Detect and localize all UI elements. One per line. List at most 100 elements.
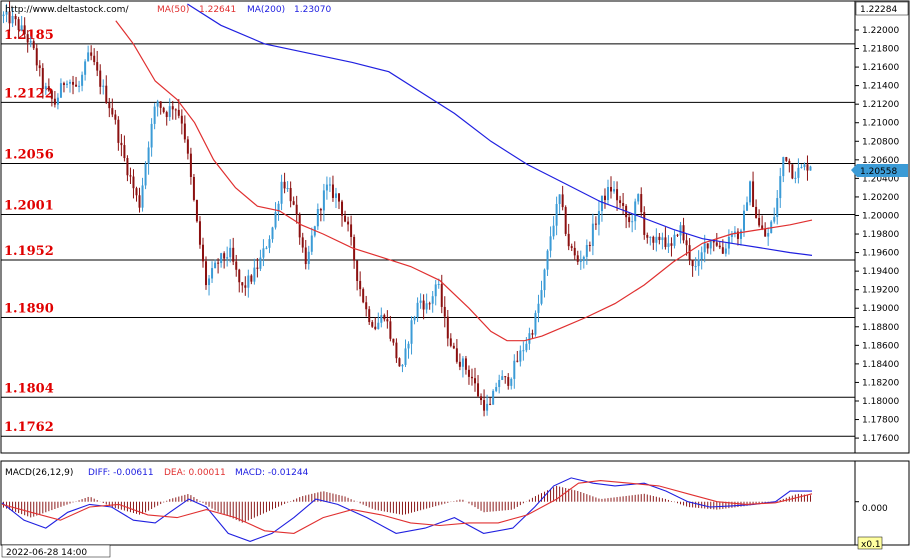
candle-body: [168, 106, 171, 118]
candle-body: [268, 239, 271, 248]
candle-body: [283, 181, 286, 189]
candle-body: [2, 14, 5, 17]
candle-body: [238, 269, 241, 283]
candle-body: [552, 225, 555, 237]
candle-body: [316, 208, 319, 227]
candle-body: [301, 237, 304, 248]
candle-body: [383, 315, 386, 320]
candle-body: [718, 245, 721, 248]
candle-body: [791, 164, 794, 179]
candle-body: [120, 142, 123, 146]
price-axis: [854, 0, 910, 454]
candle-body: [44, 86, 47, 89]
candle-body: [649, 236, 652, 238]
candle-body: [108, 102, 111, 109]
candle-body: [144, 163, 147, 186]
ma50-line: [115, 20, 813, 342]
candle-body: [446, 316, 449, 339]
candle-body: [362, 289, 365, 303]
candle-body: [425, 303, 428, 310]
candle-body: [455, 348, 458, 362]
price-tick-label: 1.19600: [862, 249, 899, 259]
candle-body: [135, 188, 138, 196]
price-tick-label: 1.20000: [862, 211, 899, 221]
candle-body: [392, 338, 395, 343]
candle-body: [504, 376, 507, 378]
candle-body: [265, 247, 268, 249]
candle-body: [597, 211, 600, 225]
candle-body: [325, 184, 328, 191]
candle-body: [528, 333, 531, 344]
candle-body: [289, 188, 292, 202]
zoom-box[interactable]: [857, 536, 883, 550]
candle-body: [486, 403, 489, 411]
candle-body: [256, 267, 259, 269]
candle-body: [555, 204, 558, 226]
candle-body: [198, 221, 201, 245]
candle-body: [785, 157, 788, 161]
candle-body: [62, 83, 65, 85]
candle-body: [389, 321, 392, 339]
macd-axis: [854, 460, 910, 546]
price-tick-label: 1.21000: [862, 119, 899, 129]
candle-body: [558, 194, 561, 205]
level-label: 1.2185: [4, 28, 54, 43]
candle-body: [576, 255, 579, 262]
candle-body: [761, 225, 764, 229]
candle-body: [262, 248, 265, 258]
candle-body: [171, 106, 174, 110]
candle-body: [767, 233, 770, 237]
ma50-value: 1.22641: [199, 5, 236, 15]
candle-body: [359, 280, 362, 290]
candle-body: [561, 194, 564, 208]
candle-body: [507, 377, 510, 386]
candle-body: [498, 379, 501, 388]
top-price-label: 1.22284: [860, 5, 897, 15]
price-tick-label: 1.20400: [862, 174, 899, 184]
ma200-line: [187, 3, 813, 256]
candle-body: [658, 236, 661, 241]
candle-body: [99, 70, 102, 87]
candle-body: [328, 184, 331, 186]
candle-body: [431, 296, 434, 304]
price-tick-label: 1.18400: [862, 360, 899, 370]
candle-body: [773, 216, 776, 222]
candle-body: [250, 275, 253, 282]
zoom-label[interactable]: x0.1: [861, 540, 881, 550]
date-box: [1, 544, 111, 558]
candle-body: [809, 166, 812, 171]
candle-body: [75, 84, 78, 87]
candle-body: [337, 193, 340, 202]
candle-body: [616, 189, 619, 201]
candle-body: [540, 290, 543, 304]
candle-body: [746, 202, 749, 211]
level-label: 1.1952: [4, 244, 54, 259]
candle-body: [652, 236, 655, 243]
candle-body: [183, 123, 186, 140]
candle-body: [610, 186, 613, 192]
candle-body: [461, 358, 464, 367]
support-resistance-levels: 1.2185 1.2122 1.2056 1.2001 1.1952 1.1890 1.18…: [1, 28, 855, 437]
candle-body: [588, 244, 591, 247]
candle-body: [59, 83, 62, 98]
candle-body: [126, 158, 129, 176]
candle-body: [241, 282, 244, 286]
candle-body: [582, 256, 585, 262]
candle-body: [752, 181, 755, 207]
source-url[interactable]: http://www.deltastock.com/: [5, 5, 129, 15]
candle-body: [259, 257, 262, 269]
candle-body: [401, 364, 404, 367]
candle-body: [697, 259, 700, 267]
candle-body: [600, 195, 603, 212]
level-label: 1.1890: [4, 302, 54, 317]
candle-body: [739, 230, 742, 239]
macd-indicator: [1, 477, 859, 542]
candle-body: [56, 97, 59, 105]
candle-body: [235, 261, 238, 270]
candle-body: [594, 223, 597, 225]
candle-body: [117, 119, 120, 143]
candle-body: [132, 176, 135, 189]
candle-body: [422, 300, 425, 310]
macd-panel: [0, 460, 856, 546]
candle-body: [310, 235, 313, 252]
